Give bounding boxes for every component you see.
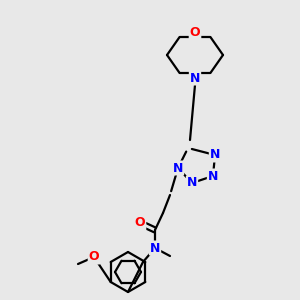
Text: O: O [190,26,200,38]
Text: O: O [89,250,99,263]
Text: N: N [187,176,197,190]
Text: N: N [208,169,218,182]
Text: O: O [135,217,145,230]
Text: N: N [150,242,160,254]
Text: N: N [173,161,183,175]
Text: N: N [190,71,200,85]
Text: N: N [210,148,220,161]
